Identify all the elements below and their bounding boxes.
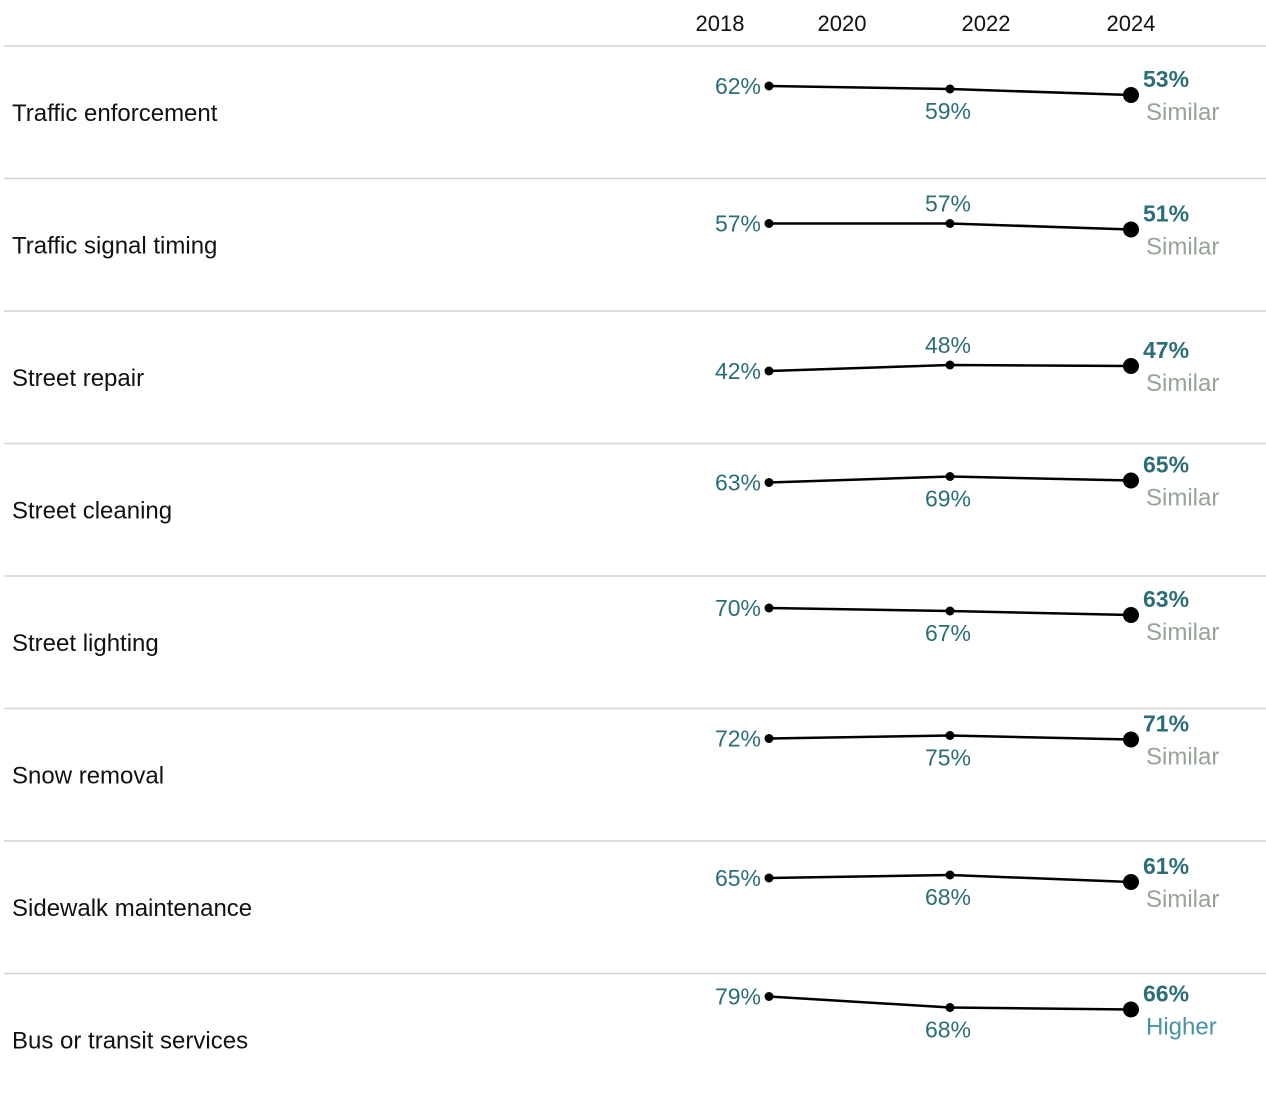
chart-row: Street repair 42% 48% 47% Similar (4, 332, 1266, 445)
chart-row: Traffic signal timing 57% 57% 51% Similar (4, 191, 1266, 312)
data-label: 70% (715, 595, 761, 621)
comparison-label: Similar (1146, 619, 1219, 646)
latest-point (1123, 221, 1139, 238)
latest-value-label: 51% (1143, 201, 1189, 227)
latest-point (1123, 607, 1139, 623)
data-point (945, 84, 955, 94)
year-tick-label: 2018 (696, 11, 745, 36)
chart-rows: Traffic enforcement62%59%53%SimilarTraff… (4, 66, 1266, 1055)
data-label: 57% (715, 211, 761, 237)
comparison-label: Similar (1146, 744, 1219, 771)
data-point (764, 219, 774, 228)
data-point (764, 734, 774, 743)
chart-row: Sidewalk maintenance 65% 68% 61% Similar (4, 853, 1266, 975)
data-label: 42% (715, 358, 761, 384)
comparison-label: Similar (1146, 99, 1219, 126)
latest-value-label: 66% (1143, 981, 1189, 1007)
chart-row: Bus or transit services 79% 68% 66% Higher (12, 981, 1217, 1055)
latest-point (1123, 874, 1139, 890)
data-label: 75% (925, 745, 971, 771)
comparison-label: Similar (1146, 886, 1219, 913)
data-label: 68% (925, 884, 971, 910)
row-label: Traffic signal timing (12, 233, 217, 260)
chart-row: Street cleaning 63% 69% 65% Similar (4, 452, 1266, 577)
year-tick-label: 2024 (1107, 11, 1156, 36)
data-point (945, 606, 955, 616)
data-label: 59% (925, 98, 971, 124)
data-point (764, 478, 774, 487)
data-point (764, 603, 774, 613)
data-label: 72% (715, 726, 761, 752)
data-label: 65% (715, 865, 761, 891)
comparison-label: Similar (1146, 485, 1219, 512)
latest-value-label: 65% (1143, 452, 1189, 478)
comparison-label: Similar (1146, 370, 1219, 397)
latest-value-label: 63% (1143, 586, 1189, 612)
comparison-label: Similar (1146, 234, 1219, 261)
row-label: Street lighting (12, 630, 159, 657)
data-point (945, 870, 955, 880)
data-label: 48% (925, 332, 971, 358)
data-label: 63% (715, 470, 761, 496)
row-label: Street repair (12, 365, 144, 392)
row-label: Traffic enforcement (12, 100, 218, 127)
data-point (945, 1003, 955, 1012)
data-point (945, 219, 955, 228)
year-tick-label: 2022 (962, 11, 1011, 36)
row-label: Sidewalk maintenance (12, 895, 252, 922)
data-point (764, 873, 774, 883)
data-point (764, 366, 774, 376)
latest-value-label: 53% (1143, 66, 1189, 92)
chart-row: Snow removal 72% 75% 71% Similar (4, 711, 1266, 842)
chart-row: Traffic enforcement 62% 59% 53% Similar (4, 66, 1266, 180)
comparison-label: Higher (1146, 1014, 1217, 1041)
data-point (764, 992, 774, 1001)
row-label: Street cleaning (12, 498, 172, 525)
latest-point (1123, 1001, 1139, 1018)
chart-row: Street lighting 70% 67% 63% Similar (4, 586, 1266, 710)
data-label: 79% (715, 984, 761, 1010)
latest-point (1123, 87, 1139, 103)
data-point (945, 360, 955, 370)
row-label: Snow removal (12, 763, 164, 790)
latest-point (1123, 358, 1139, 374)
latest-value-label: 61% (1143, 853, 1189, 879)
data-label: 67% (925, 620, 971, 646)
latest-point (1123, 731, 1139, 748)
data-label: 57% (925, 191, 971, 217)
data-point (945, 731, 955, 740)
data-point (764, 81, 774, 91)
latest-point (1123, 472, 1139, 489)
data-label: 69% (925, 486, 971, 512)
year-axis: 2018 2020 2022 2024 (4, 11, 1266, 47)
row-label: Bus or transit services (12, 1028, 248, 1055)
latest-value-label: 71% (1143, 711, 1189, 737)
data-label: 62% (715, 73, 761, 99)
latest-value-label: 47% (1143, 337, 1189, 363)
data-point (945, 472, 955, 481)
data-label: 68% (925, 1017, 971, 1043)
year-tick-label: 2020 (818, 11, 867, 36)
